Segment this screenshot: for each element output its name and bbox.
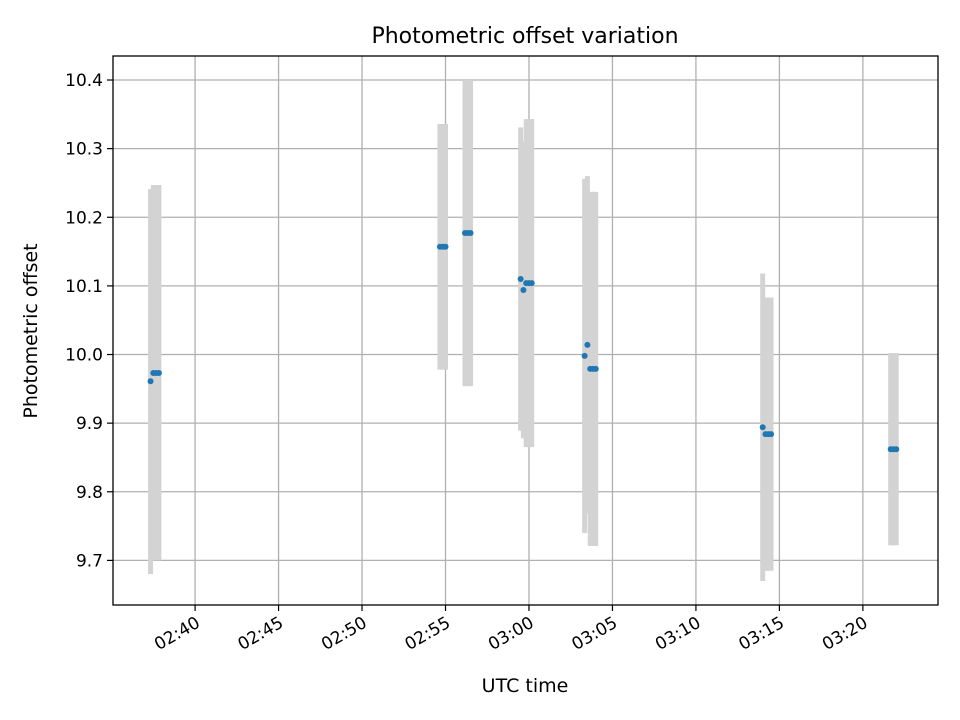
y-tick-label: 9.7 <box>76 551 103 571</box>
y-axis-ticks: 9.7 9.8 9.9 10.0 10.1 10.2 10.3 10.4 <box>65 71 113 571</box>
chart-title: Photometric offset variation <box>371 24 678 49</box>
data-point <box>759 424 766 431</box>
data-point <box>893 446 900 453</box>
data-point <box>528 280 535 287</box>
data-point <box>584 341 591 348</box>
y-tick-label: 10.4 <box>65 71 103 91</box>
y-tick-label: 10.1 <box>65 277 103 297</box>
y-tick-label: 10.2 <box>65 208 103 228</box>
plot-frame <box>112 55 939 606</box>
y-tick-label: 10.0 <box>65 346 103 366</box>
data-points <box>147 230 900 453</box>
data-point <box>155 370 162 377</box>
data-point <box>581 352 588 359</box>
data-point <box>442 243 449 250</box>
y-tick-label: 9.8 <box>76 483 103 503</box>
data-point <box>517 276 524 283</box>
data-point <box>147 378 154 385</box>
data-point <box>768 431 775 438</box>
x-axis-label: UTC time <box>482 675 569 697</box>
y-axis-label: Photometric offset <box>20 243 42 418</box>
y-tick-label: 10.3 <box>65 140 103 160</box>
data-point <box>592 365 599 372</box>
data-point <box>520 287 527 294</box>
data-point <box>467 230 474 237</box>
y-tick-label: 9.9 <box>76 414 103 434</box>
